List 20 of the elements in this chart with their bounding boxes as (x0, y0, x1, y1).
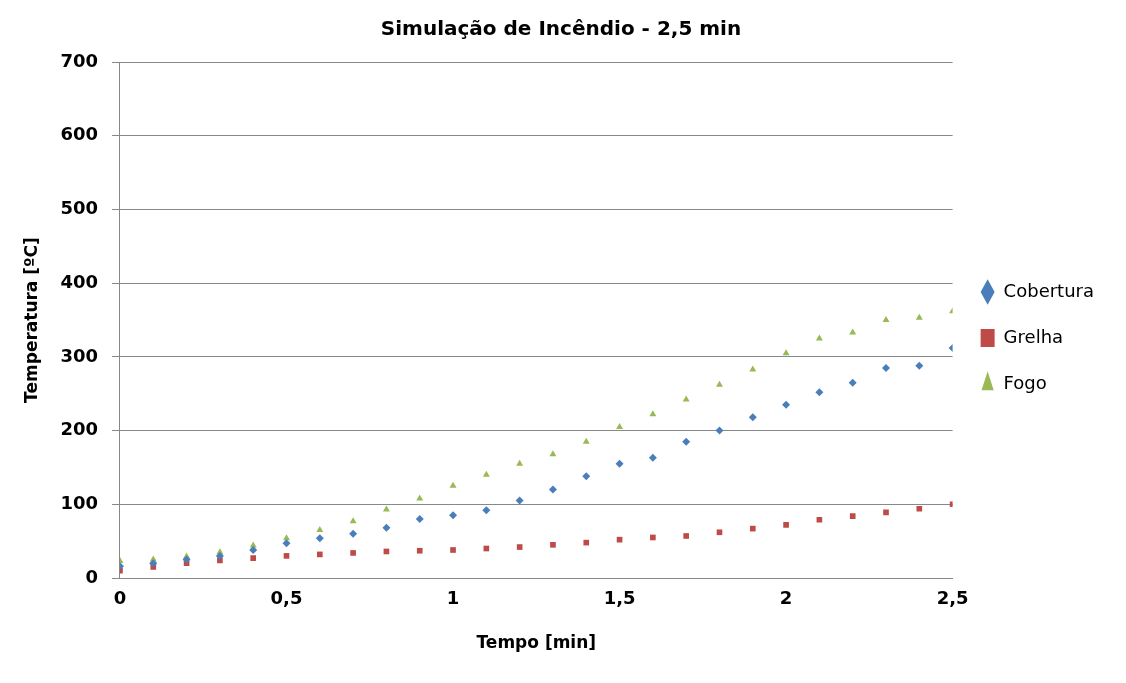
legend-label: Fogo (1003, 371, 1047, 393)
y-tick-label: 500 (60, 197, 98, 219)
x-tick-label: 1,5 (603, 587, 636, 609)
x-axis-title: Tempo [min] (476, 632, 597, 653)
x-tick-label: 0 (113, 587, 127, 609)
y-tick-label: 600 (60, 123, 98, 145)
legend-label: Grelha (1003, 325, 1064, 347)
legend-label: Cobertura (1003, 279, 1095, 301)
y-tick-label: 300 (60, 344, 98, 366)
x-tick-label: 0,5 (270, 587, 303, 609)
y-tick-label: 0 (85, 565, 98, 587)
y-axis-title: Temperatura [ºC] (20, 237, 41, 403)
chart-title: Simulação de Incêndio - 2,5 min (380, 16, 742, 41)
x-tick-label: 2,5 (936, 587, 969, 609)
y-tick-label: 700 (60, 49, 98, 71)
x-tick-label: 1 (446, 587, 460, 609)
y-tick-label: 200 (60, 418, 98, 440)
y-tick-label: 400 (60, 270, 98, 292)
y-tick-label: 100 (60, 491, 98, 513)
x-tick-label: 2 (779, 587, 793, 609)
